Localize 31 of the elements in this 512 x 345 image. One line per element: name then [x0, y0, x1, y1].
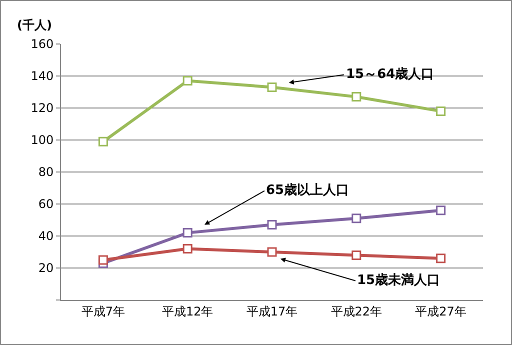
point [436, 254, 446, 264]
point [98, 136, 108, 146]
y-tick-label: 20 [38, 261, 54, 276]
point [267, 247, 277, 257]
point [98, 255, 108, 265]
point [267, 220, 277, 230]
x-tick-label: 平成22年 [330, 304, 382, 318]
x-tick-label: 平成27年 [415, 304, 466, 318]
point [352, 214, 362, 224]
series-label: 15歳未満人口 [357, 273, 440, 288]
point [182, 228, 192, 238]
series-label: 65歳以上人口 [266, 183, 350, 198]
point [182, 244, 192, 254]
y-tick-label: 80 [38, 165, 54, 180]
point [436, 206, 446, 216]
y-tick-label: 100 [30, 133, 54, 148]
point [182, 76, 192, 86]
point [352, 92, 362, 102]
x-tick-label: 平成17年 [246, 304, 298, 318]
y-tick-label: 120 [30, 101, 54, 116]
y-tick-label: 60 [38, 197, 54, 212]
y-tick-label: 40 [38, 229, 54, 244]
y-tick-label: 160 [30, 37, 54, 52]
x-tick-label: 平成7年 [81, 304, 126, 318]
y-axis-title: (千人) [17, 18, 52, 32]
x-tick-label: 平成12年 [162, 304, 214, 318]
y-tick-label: 140 [30, 69, 54, 84]
point [436, 106, 446, 116]
point [352, 250, 362, 260]
series-label: 15～64歳人口 [346, 67, 434, 82]
point [267, 82, 277, 92]
